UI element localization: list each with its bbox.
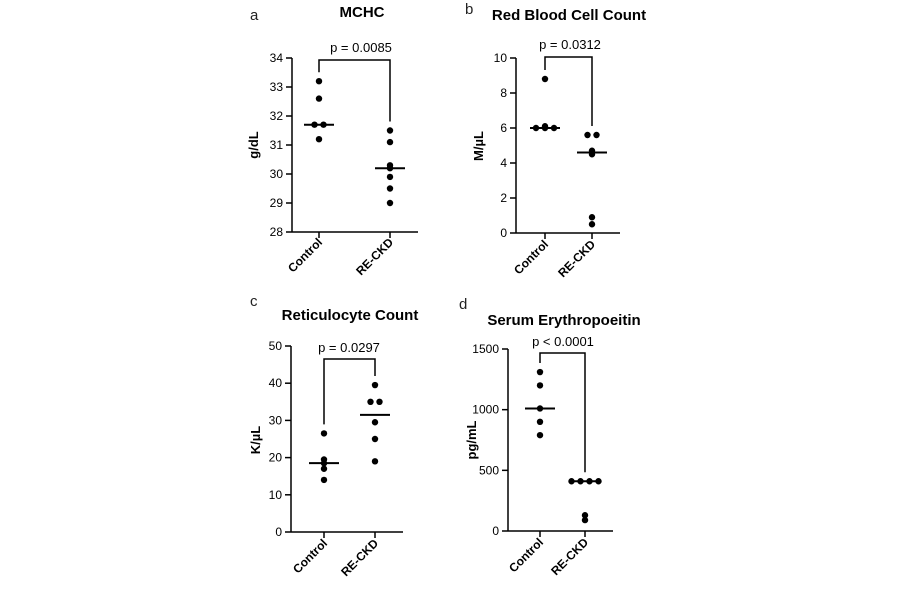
category-label-c: Control <box>290 536 330 576</box>
y-tick-label-b: 6 <box>500 121 507 135</box>
panel-letter-b: b <box>465 1 473 18</box>
data-point-d <box>536 431 544 439</box>
category-label-c: RE-CKD <box>338 536 381 579</box>
chart-title-d: Serum Erythropoeitin <box>487 312 640 329</box>
category-label-d: Control <box>506 535 546 575</box>
y-tick-label-b: 8 <box>500 86 507 100</box>
y-tick-label-d: 0 <box>492 524 499 538</box>
y-tick-label-a: 28 <box>270 225 284 239</box>
category-label-b: RE-CKD <box>555 237 598 280</box>
y-tick-label-c: 40 <box>269 376 283 390</box>
data-point-d <box>581 516 589 524</box>
y-tick-label-a: 31 <box>270 138 284 152</box>
y-tick-label-c: 20 <box>269 451 283 465</box>
data-point-a <box>386 185 394 192</box>
y-tick-label-b: 0 <box>500 226 507 240</box>
category-label-b: Control <box>511 237 551 277</box>
data-point-a <box>386 199 394 207</box>
data-point-a <box>315 95 323 102</box>
y-axis-label-c: K/µL <box>248 426 263 454</box>
data-point-b <box>593 131 600 139</box>
y-axis-label-a: g/dL <box>246 131 261 158</box>
y-tick-label-c: 50 <box>269 339 283 353</box>
y-axis-label-d: pg/mL <box>464 420 479 459</box>
data-point-b <box>541 75 549 83</box>
data-point-c <box>371 458 379 465</box>
y-tick-label-b: 4 <box>500 156 507 170</box>
category-label-a: Control <box>285 235 325 275</box>
chart-title-b: Red Blood Cell Count <box>492 7 646 24</box>
data-point-a <box>315 136 323 143</box>
data-point-d <box>536 418 544 425</box>
data-point-c <box>371 419 379 426</box>
chart-title-a: MCHC <box>340 4 385 21</box>
y-tick-label-b: 10 <box>494 51 508 65</box>
data-point-d <box>536 382 544 389</box>
data-point-a <box>386 127 394 134</box>
data-point-c <box>320 430 328 437</box>
y-tick-label-b: 2 <box>500 191 507 205</box>
significance-bracket-b <box>544 56 593 126</box>
data-point-b <box>584 131 591 139</box>
y-tick-label-d: 500 <box>479 463 499 477</box>
p-value-label-d: p < 0.0001 <box>532 334 594 349</box>
data-point-c <box>371 435 379 443</box>
y-tick-label-a: 29 <box>270 196 284 210</box>
y-tick-label-a: 30 <box>270 167 284 181</box>
y-tick-label-d: 1000 <box>472 403 499 417</box>
data-point-b <box>588 221 596 228</box>
y-tick-label-d: 1500 <box>472 342 499 356</box>
data-point-a <box>315 78 323 85</box>
y-tick-label-c: 30 <box>269 413 283 427</box>
category-label-a: RE-CKD <box>353 235 396 278</box>
data-point-d <box>581 512 589 519</box>
data-point-c <box>376 398 383 405</box>
panel-letter-c: c <box>250 293 258 310</box>
significance-bracket-c <box>323 358 376 425</box>
p-value-label-a: p = 0.0085 <box>330 40 392 55</box>
data-point-a <box>386 173 394 181</box>
panel-letter-a: a <box>250 7 259 24</box>
data-point-d <box>536 368 544 376</box>
data-point-a <box>386 138 394 146</box>
p-value-label-b: p = 0.0312 <box>539 37 601 52</box>
panel-letter-d: d <box>459 296 467 313</box>
p-value-label-c: p = 0.0297 <box>318 340 380 355</box>
y-tick-label-a: 32 <box>270 109 284 123</box>
category-label-d: RE-CKD <box>548 535 591 578</box>
y-tick-label-a: 34 <box>270 51 284 65</box>
y-tick-label-c: 0 <box>275 525 282 539</box>
significance-bracket-d <box>539 352 586 473</box>
data-point-b <box>588 214 596 221</box>
data-point-c <box>320 476 328 484</box>
y-tick-label-a: 33 <box>270 80 284 94</box>
data-point-c <box>320 465 328 472</box>
y-axis-label-b: M/µL <box>471 131 486 161</box>
chart-title-c: Reticulocyte Count <box>282 307 419 324</box>
data-point-c <box>367 398 374 405</box>
y-tick-label-c: 10 <box>269 488 283 502</box>
significance-bracket-a <box>318 59 391 122</box>
data-point-c <box>371 381 379 389</box>
